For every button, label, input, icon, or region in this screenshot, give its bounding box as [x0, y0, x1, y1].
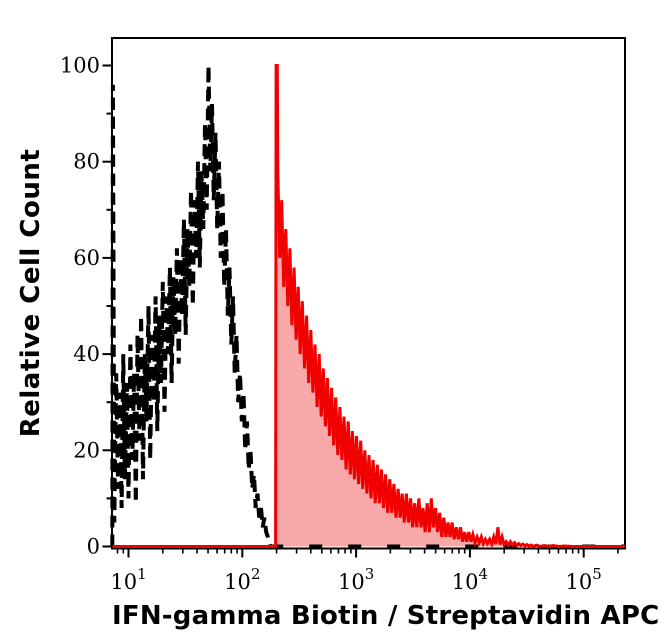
y-tick-label: 0 — [87, 535, 100, 559]
y-tick-label: 60 — [73, 246, 100, 270]
x-tick-label: 101 — [110, 565, 146, 594]
x-tick-label: 102 — [224, 565, 260, 594]
positive-histogram-outline — [112, 64, 625, 549]
x-tick-label: 105 — [566, 565, 602, 594]
y-tick-label: 80 — [73, 150, 100, 174]
y-axis: 0 20 40 60 80 100 — [60, 54, 112, 559]
y-tick-label: 100 — [60, 54, 100, 78]
y-axis-title: Relative Cell Count — [16, 148, 46, 438]
y-tick-label: 20 — [73, 438, 100, 462]
x-tick-label: 104 — [452, 565, 488, 594]
y-tick-label: 40 — [73, 342, 100, 366]
x-tick-label: 103 — [338, 565, 374, 594]
x-axis-title: IFN-gamma Biotin / Streptavidin APC — [112, 601, 660, 631]
control-histogram-dashed-outline — [110, 65, 273, 547]
x-axis: 101 102 103 104 105 — [110, 548, 619, 594]
